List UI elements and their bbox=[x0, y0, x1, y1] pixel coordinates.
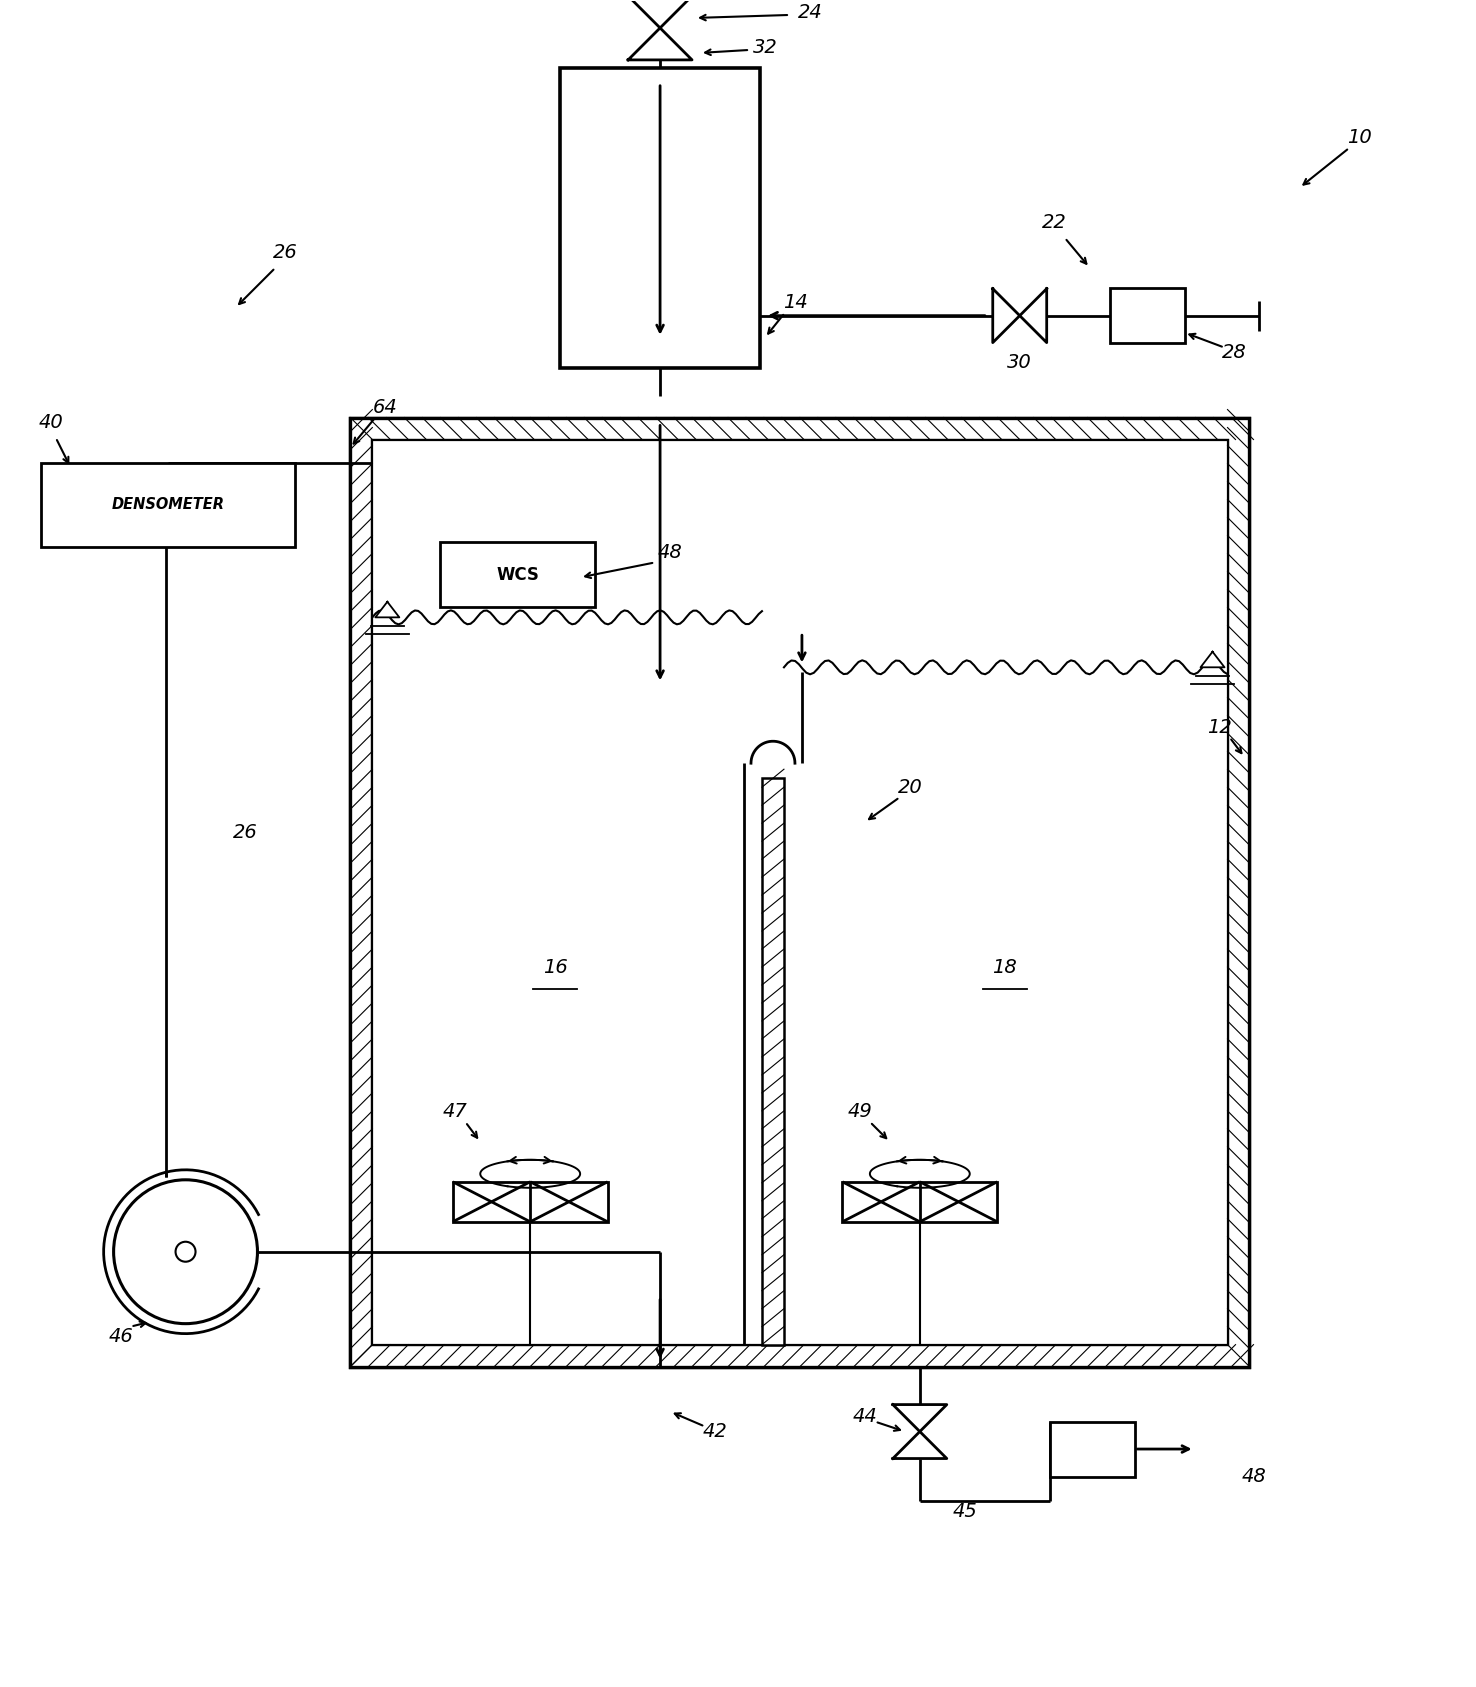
Text: 42: 42 bbox=[703, 1422, 728, 1441]
Text: 26: 26 bbox=[233, 823, 258, 842]
Text: 48: 48 bbox=[658, 543, 682, 562]
Text: 14: 14 bbox=[782, 294, 807, 312]
Text: 48: 48 bbox=[1243, 1468, 1266, 1486]
Text: 10: 10 bbox=[1348, 128, 1371, 147]
Text: 49: 49 bbox=[847, 1102, 872, 1122]
Polygon shape bbox=[893, 1405, 946, 1432]
FancyBboxPatch shape bbox=[561, 67, 760, 368]
Text: 32: 32 bbox=[753, 39, 778, 57]
Text: 46: 46 bbox=[108, 1328, 133, 1346]
Text: 64: 64 bbox=[373, 398, 397, 417]
Text: 45: 45 bbox=[952, 1501, 977, 1522]
Text: 24: 24 bbox=[797, 3, 822, 22]
FancyBboxPatch shape bbox=[762, 778, 784, 1345]
Text: 44: 44 bbox=[853, 1407, 877, 1426]
Polygon shape bbox=[375, 602, 400, 617]
Text: 40: 40 bbox=[38, 413, 63, 432]
Text: 18: 18 bbox=[992, 958, 1017, 977]
Polygon shape bbox=[629, 0, 692, 29]
FancyBboxPatch shape bbox=[1110, 288, 1185, 342]
Text: 28: 28 bbox=[1222, 342, 1247, 363]
Polygon shape bbox=[1200, 651, 1225, 668]
Polygon shape bbox=[893, 1432, 946, 1459]
Text: 30: 30 bbox=[1007, 353, 1032, 373]
Text: 20: 20 bbox=[897, 778, 922, 796]
Circle shape bbox=[114, 1179, 257, 1324]
FancyBboxPatch shape bbox=[1049, 1422, 1135, 1476]
Polygon shape bbox=[1020, 288, 1046, 342]
FancyBboxPatch shape bbox=[372, 440, 1228, 1345]
Polygon shape bbox=[993, 288, 1020, 342]
FancyBboxPatch shape bbox=[350, 418, 1250, 1366]
Text: WCS: WCS bbox=[496, 565, 539, 584]
Text: 26: 26 bbox=[273, 243, 298, 261]
Text: 22: 22 bbox=[1042, 213, 1067, 233]
FancyBboxPatch shape bbox=[843, 1183, 998, 1221]
FancyBboxPatch shape bbox=[350, 418, 1250, 1366]
FancyBboxPatch shape bbox=[41, 462, 295, 547]
Text: DENSOMETER: DENSOMETER bbox=[112, 498, 224, 513]
Circle shape bbox=[176, 1242, 195, 1262]
FancyBboxPatch shape bbox=[440, 543, 595, 607]
Text: 16: 16 bbox=[543, 958, 568, 977]
Polygon shape bbox=[629, 29, 692, 61]
Text: 12: 12 bbox=[1207, 717, 1232, 737]
Text: 47: 47 bbox=[443, 1102, 468, 1122]
FancyBboxPatch shape bbox=[372, 440, 1228, 1345]
FancyBboxPatch shape bbox=[453, 1183, 608, 1221]
